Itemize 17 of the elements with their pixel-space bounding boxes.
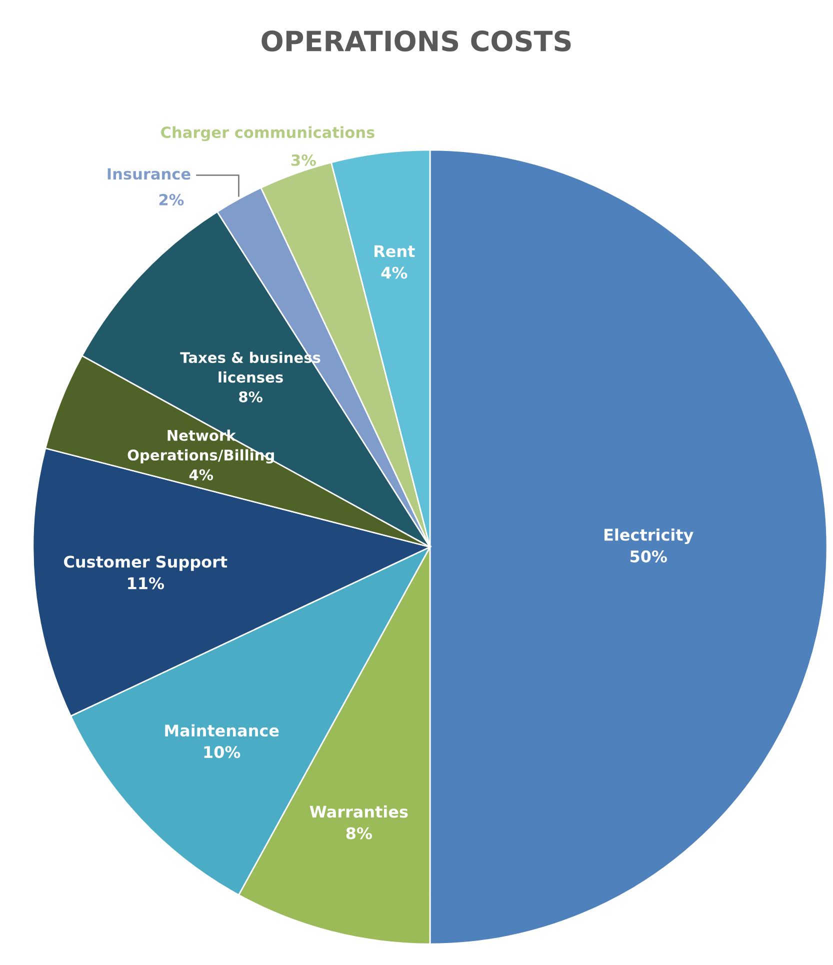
- slice-label: Customer Support: [64, 556, 228, 571]
- data-label: 50%: [630, 550, 667, 562]
- slice-label: Electricity: [604, 528, 694, 544]
- data-label: 8%: [239, 391, 262, 402]
- slice-label: Rent: [374, 245, 415, 258]
- data-label: 4%: [381, 266, 408, 279]
- data-label: 8%: [346, 827, 372, 840]
- data-label: 2%: [159, 194, 184, 206]
- slice-label: Maintenance: [165, 724, 279, 737]
- data-label: 3%: [291, 154, 316, 166]
- data-label: 11%: [128, 577, 164, 590]
- chart-title: OPERATIONS COSTS: [262, 30, 571, 52]
- slice-label: Insurance: [108, 168, 190, 180]
- data-label: 4%: [189, 469, 214, 480]
- data-label: 10%: [204, 746, 240, 758]
- slice-label: Charger communications: [161, 126, 374, 142]
- slice-label: Warranties: [310, 805, 408, 818]
